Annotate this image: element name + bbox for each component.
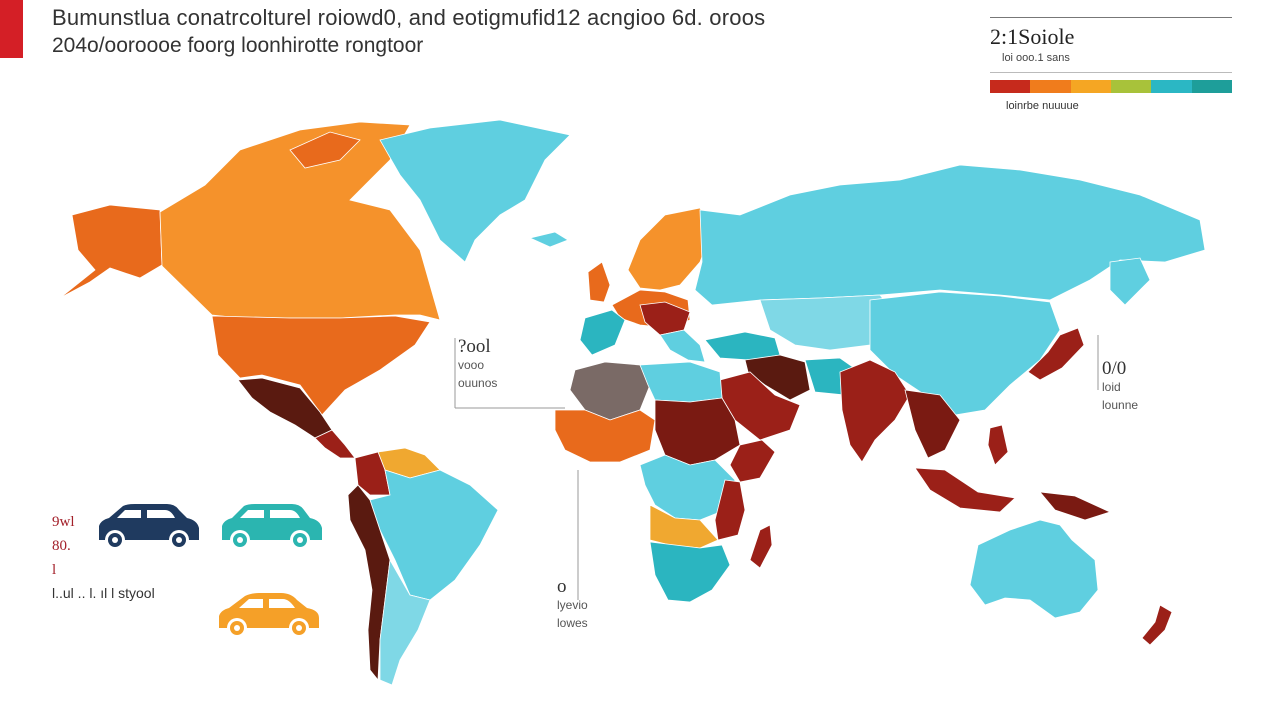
region-angola-congo[interactable] <box>649 504 719 549</box>
region-west-africa[interactable] <box>554 409 656 463</box>
region-alaska[interactable] <box>59 204 163 299</box>
scale-swatch <box>1110 80 1152 93</box>
vehicles-caption: l..ul .. l. ıl l styool <box>52 585 155 601</box>
legend: 2:1Soiole loi ooo.1 sans loinrbe nuuuue <box>990 0 1232 115</box>
region-sahel[interactable] <box>654 397 741 466</box>
car-compact-icon <box>219 593 319 638</box>
region-italy-balkans[interactable] <box>659 329 706 363</box>
region-uk[interactable] <box>587 261 611 303</box>
vehicles-label-line: l <box>52 562 57 578</box>
region-kamchatka[interactable] <box>1109 257 1151 306</box>
legend-divider-lower <box>990 72 1232 73</box>
region-usa[interactable] <box>211 315 431 416</box>
callout-right-value: 0/0 <box>1102 358 1127 379</box>
region-iceland[interactable] <box>528 231 569 248</box>
page-subtitle: 204o/ooroooe foorg loonhirotte rongtoor <box>52 34 424 57</box>
region-horn-africa[interactable] <box>729 439 776 483</box>
region-turkey-caucasus[interactable] <box>704 331 781 361</box>
legend-color-scale <box>990 80 1232 93</box>
callout-right-line1: loid <box>1102 380 1121 394</box>
car-hatch-icon <box>222 504 322 550</box>
car-sedan-icon <box>99 504 199 550</box>
region-argentina[interactable] <box>379 558 431 686</box>
region-east-africa[interactable] <box>714 479 746 541</box>
scale-swatch <box>1151 80 1192 93</box>
callout-right-line2: lounne <box>1102 398 1139 412</box>
scale-swatch <box>990 80 1031 93</box>
vehicles-label: 9wl 80. l <box>52 510 75 582</box>
region-japan[interactable] <box>1027 327 1085 381</box>
callout-left: ?ool vooo ouunos <box>458 336 498 392</box>
callout-left-line2: ouunos <box>458 376 498 390</box>
region-north-africa-east[interactable] <box>639 361 723 403</box>
callout-left-line1: vooo <box>458 358 485 372</box>
scale-swatch <box>1070 80 1111 93</box>
legend-caption: loinrbe nuuuue <box>1006 100 1079 112</box>
region-iberia[interactable] <box>579 309 626 356</box>
accent-bar <box>0 0 23 58</box>
region-russia[interactable] <box>694 164 1206 306</box>
region-greenland[interactable] <box>379 119 571 263</box>
page-title: Bumunstlua conatrcolturel roiowd0, and e… <box>52 5 766 30</box>
vehicles-label-line: 9wl <box>52 514 75 530</box>
vehicles-label-line: 80. <box>52 538 71 554</box>
region-southern-africa[interactable] <box>649 541 731 603</box>
callout-bottom-value: o <box>557 576 567 597</box>
region-indonesia[interactable] <box>914 467 1016 513</box>
region-peru-chile[interactable] <box>347 484 391 682</box>
callout-bottom-line2: lowes <box>557 616 588 630</box>
callout-bottom: o lyevio lowes <box>557 576 588 632</box>
region-india[interactable] <box>839 359 911 463</box>
region-madagascar[interactable] <box>749 524 773 569</box>
legend-divider <box>990 17 1232 18</box>
callout-right: 0/0 loid lounne <box>1102 358 1139 414</box>
scale-swatch <box>1030 80 1071 93</box>
region-southeast-asia[interactable] <box>904 389 961 459</box>
callout-left-value: ?ool <box>458 336 491 357</box>
scale-swatch <box>1191 80 1232 93</box>
callout-bottom-line1: lyevio <box>557 598 588 612</box>
region-canada-islands[interactable] <box>289 131 361 169</box>
region-philippines[interactable] <box>987 424 1009 466</box>
legend-unit: loi ooo.1 sans <box>1002 52 1070 64</box>
region-new-zealand[interactable] <box>1141 604 1173 646</box>
region-new-guinea[interactable] <box>1039 491 1112 521</box>
region-australia[interactable] <box>969 519 1099 619</box>
legend-value: 2:1Soiole <box>990 24 1075 49</box>
